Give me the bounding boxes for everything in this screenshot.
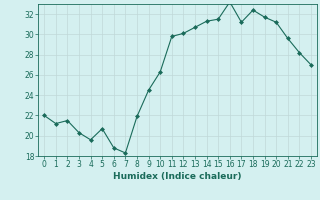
X-axis label: Humidex (Indice chaleur): Humidex (Indice chaleur) — [113, 172, 242, 181]
